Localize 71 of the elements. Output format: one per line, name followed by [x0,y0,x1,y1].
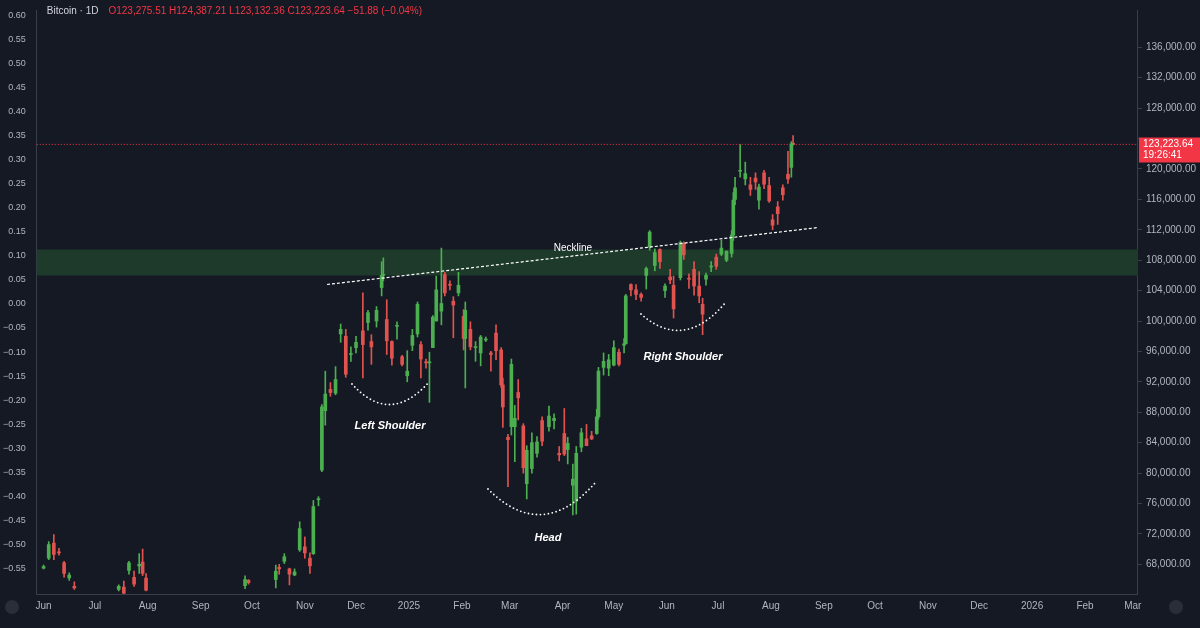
y2-tick-label: 0.45 [8,81,26,92]
x-tick-label: Jul [711,599,725,611]
y-tick-label: 84,000.00 [1145,436,1191,448]
x-tick-label: Jun [35,599,52,611]
y2-tick-label: 0.60 [8,9,26,20]
y2-tick-label: 0.15 [8,226,26,237]
chart-title: Bitcoin · 1D [46,4,99,16]
y2-tick-label: 0.35 [8,130,26,141]
x-tick-label: Oct [244,599,260,611]
y2-tick-label: −0.10 [2,346,26,357]
y2-tick-label: 0.25 [8,178,26,189]
y-tick-label: 100,000.00 [1145,314,1197,326]
y2-tick-label: −0.35 [2,466,26,477]
y-tick-label: 136,000.00 [1145,41,1197,53]
y2-tick-label: −0.05 [2,322,26,333]
y-tick-label: 68,000.00 [1145,558,1191,570]
x-tick-label: Nov [295,599,314,611]
y2-tick-label: 0.05 [8,274,26,285]
x-tick-label: Aug [761,599,780,611]
annotation: Right Shoulder [643,350,724,363]
y2-tick-label: 0.20 [8,202,26,213]
x-tick-label: Aug [138,599,157,611]
annotation: Head [534,531,562,544]
y-tick-label: 104,000.00 [1145,284,1197,296]
y2-tick-label: −0.20 [2,394,26,405]
y-tick-label: 88,000.00 [1145,406,1191,418]
y-tick-label: 80,000.00 [1145,466,1191,478]
x-tick-label: Oct [867,599,884,611]
ref-line-label: 123,223.64 [1142,138,1194,150]
x-tick-label: Nov [919,599,937,611]
text: 19:26:41 [1142,149,1183,161]
x-tick-label: Dec [347,599,365,611]
y-tick-label: 128,000.00 [1145,101,1197,113]
y-tick-label: 72,000.00 [1145,527,1191,539]
y-tick-label: 132,000.00 [1145,71,1197,83]
x-tick-label: Feb [453,599,471,611]
y-tick-label: 96,000.00 [1145,345,1191,357]
y-tick-label: 108,000.00 [1145,253,1197,265]
y2-tick-label: 0.00 [8,298,26,309]
y2-tick-label: 0.40 [8,105,26,116]
y-tick-label: 76,000.00 [1145,497,1191,509]
y2-tick-label: 0.50 [8,57,26,68]
x-tick-label: May [604,599,624,611]
y2-tick-label: −0.45 [2,514,26,525]
y2-tick-label: −0.25 [2,418,26,429]
x-tick-label: Mar [501,599,519,611]
y2-tick-label: −0.15 [2,370,26,381]
y-tick-label: 116,000.00 [1145,193,1196,205]
x-tick-label: Jun [658,599,675,611]
y2-tick-label: 0.55 [8,33,26,44]
y2-tick-label: −0.40 [2,490,26,501]
y-tick-label: 92,000.00 [1145,375,1191,387]
y2-tick-label: −0.55 [2,562,26,573]
x-tick-label: Feb [1076,599,1095,611]
chart-subtitle: O123,275.51 H124,387.21 L123,132.36 C123,223.64 −51.88 (−0.04%) [108,4,423,16]
x-tick-label: Apr [554,599,572,611]
x-tick-label: Jul [88,599,102,611]
annotation: Neckline [553,242,593,254]
x-tick-label: Dec [970,599,989,611]
x-tick-label: 2026 [1020,599,1044,611]
y-tick-label: 120,000.00 [1145,162,1197,174]
y2-tick-label: −0.50 [2,538,26,549]
y2-tick-label: −0.30 [2,442,26,453]
annotation: Left Shoulder [354,419,427,432]
x-tick-label: Sep [814,599,834,611]
y2-tick-label: 0.10 [8,250,26,261]
x-tick-label: Mar [1124,599,1143,611]
y2-tick-label: 0.30 [8,154,26,165]
y-tick-label: 112,000.00 [1145,223,1196,235]
x-tick-label: 2025 [397,599,421,611]
x-tick-label: Sep [191,599,210,611]
